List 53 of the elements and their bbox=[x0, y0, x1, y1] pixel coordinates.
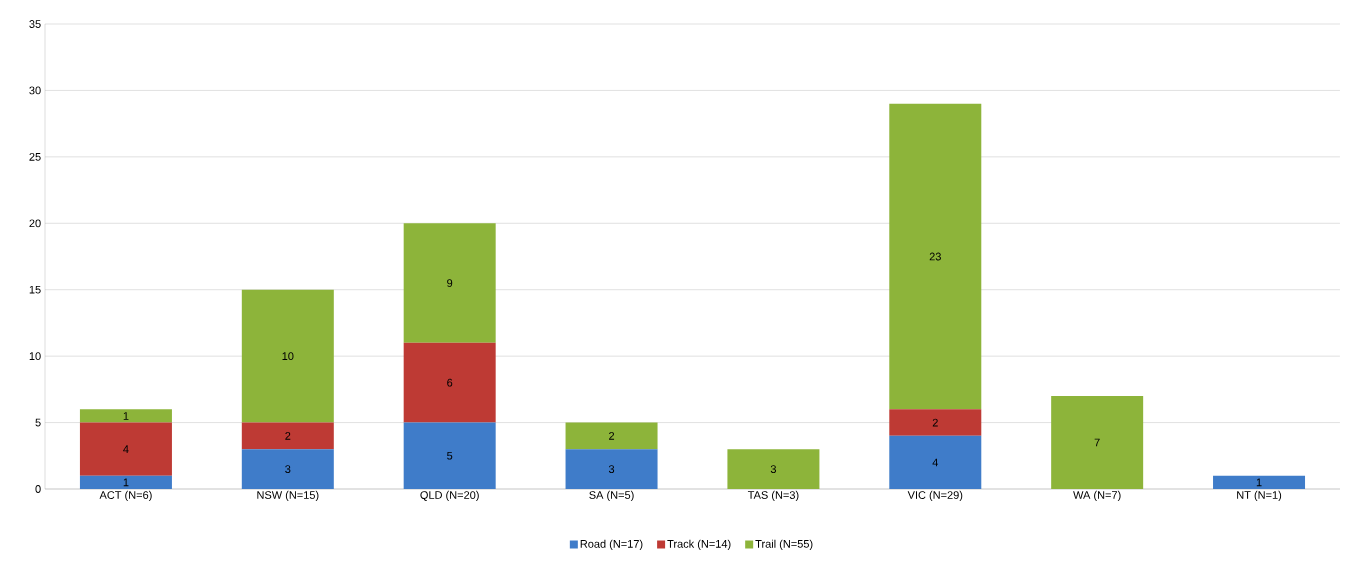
data-label: 4 bbox=[123, 445, 129, 453]
bar bbox=[1213, 475, 1306, 489]
bar bbox=[241, 422, 334, 450]
data-label: 1 bbox=[123, 412, 129, 420]
y-tick-label: 35 bbox=[29, 20, 41, 28]
bar bbox=[889, 103, 982, 410]
bar bbox=[241, 449, 334, 489]
bar bbox=[889, 409, 982, 436]
bar bbox=[565, 422, 658, 450]
bar bbox=[727, 449, 820, 489]
y-tick-label: 25 bbox=[29, 152, 41, 161]
legend-label: Track (N=14) bbox=[667, 539, 731, 550]
bar bbox=[79, 475, 172, 489]
x-tick-label: ACT (N=6) bbox=[99, 490, 152, 502]
x-tick-label: SA (N=5) bbox=[589, 490, 634, 502]
y-tick-label: 20 bbox=[29, 219, 41, 228]
data-label: 3 bbox=[608, 465, 615, 473]
data-label: 2 bbox=[932, 418, 938, 427]
data-label: 6 bbox=[447, 378, 453, 387]
y-tick-label: 30 bbox=[29, 86, 41, 95]
data-label: 9 bbox=[447, 279, 453, 287]
bar bbox=[403, 422, 496, 489]
legend-label: Trail (N=55) bbox=[755, 539, 813, 550]
data-label: 3 bbox=[285, 465, 291, 473]
data-label: 3 bbox=[770, 465, 776, 473]
bar bbox=[565, 449, 658, 489]
bar bbox=[241, 289, 334, 423]
bar bbox=[1051, 396, 1144, 489]
data-label: 7 bbox=[1094, 438, 1100, 447]
data-label: 2 bbox=[285, 432, 291, 440]
data-label: 2 bbox=[609, 432, 615, 440]
legend-label: Road (N=17) bbox=[580, 539, 643, 550]
bar bbox=[403, 223, 496, 343]
data-label: 5 bbox=[447, 451, 453, 460]
x-tick-label: WA (N=7) bbox=[1073, 490, 1121, 502]
bar bbox=[403, 342, 496, 423]
x-tick-label: VIC (N=29) bbox=[907, 490, 963, 502]
data-label: 4 bbox=[932, 458, 939, 467]
y-tick-label: 15 bbox=[29, 285, 41, 294]
x-tick-label: NSW (N=15) bbox=[257, 490, 319, 502]
data-label: 10 bbox=[282, 352, 294, 361]
data-label: 23 bbox=[929, 252, 941, 261]
data-label: 1 bbox=[123, 478, 129, 487]
bar bbox=[79, 422, 172, 476]
x-tick-label: TAS (N=3) bbox=[747, 490, 799, 502]
x-tick-label: QLD (N=20) bbox=[420, 490, 479, 502]
data-label: 1 bbox=[1256, 478, 1262, 487]
bar bbox=[889, 435, 982, 489]
y-tick-label: 0 bbox=[35, 485, 41, 493]
x-tick-label: NT (N=1) bbox=[1237, 490, 1282, 502]
y-tick-label: 10 bbox=[29, 352, 41, 361]
bar bbox=[79, 409, 172, 423]
y-tick-label: 5 bbox=[35, 418, 41, 427]
